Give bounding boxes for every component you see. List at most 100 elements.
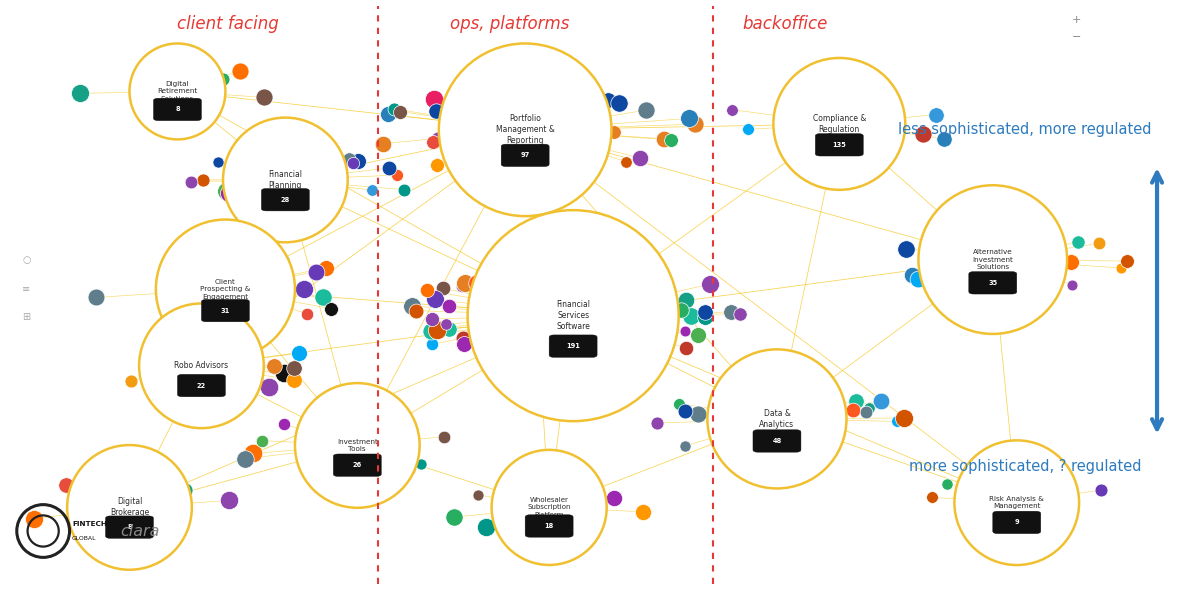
Point	[947, 281, 966, 291]
Point	[254, 261, 273, 270]
Point	[730, 309, 749, 319]
Point	[1068, 237, 1087, 247]
Point	[289, 349, 308, 358]
Text: 48: 48	[772, 438, 782, 444]
Text: 97: 97	[520, 152, 530, 158]
Point	[598, 96, 617, 105]
Point	[1062, 280, 1081, 289]
Point	[815, 97, 835, 106]
Point	[856, 407, 875, 416]
Text: Financial
Planning: Financial Planning	[269, 170, 302, 190]
Point	[246, 376, 265, 385]
Point	[24, 514, 43, 523]
Point	[218, 377, 237, 386]
Point	[121, 376, 140, 385]
Point	[897, 244, 916, 253]
Point	[1062, 257, 1081, 267]
Point	[637, 106, 656, 115]
Ellipse shape	[295, 383, 420, 508]
Point	[475, 327, 494, 337]
Text: Portfolio
Management &
Reporting: Portfolio Management & Reporting	[495, 114, 555, 145]
Point	[422, 314, 441, 323]
Point	[436, 319, 456, 329]
Point	[609, 98, 628, 107]
Point	[860, 403, 879, 412]
Point	[330, 461, 349, 471]
Point	[928, 281, 947, 291]
Text: 22: 22	[197, 382, 206, 389]
Point	[155, 522, 174, 532]
Point	[275, 368, 294, 378]
Point	[610, 273, 629, 283]
Text: 18: 18	[544, 523, 554, 529]
Point	[631, 153, 650, 162]
Point	[294, 284, 313, 293]
Point	[219, 188, 239, 198]
Ellipse shape	[468, 210, 679, 421]
Point	[476, 522, 495, 532]
Point	[675, 326, 694, 335]
Text: Investment
Tools: Investment Tools	[337, 439, 378, 452]
Point	[623, 344, 643, 353]
Text: GLOBAL: GLOBAL	[72, 536, 96, 540]
FancyBboxPatch shape	[333, 454, 381, 476]
Point	[71, 88, 90, 98]
Point	[435, 432, 454, 441]
Point	[739, 124, 758, 134]
Point	[421, 326, 440, 336]
Point	[870, 396, 890, 406]
Point	[163, 267, 182, 276]
Point	[789, 94, 808, 104]
Point	[345, 466, 364, 475]
Ellipse shape	[707, 349, 846, 489]
Point	[385, 104, 404, 114]
FancyBboxPatch shape	[106, 516, 153, 538]
Ellipse shape	[156, 219, 295, 359]
Ellipse shape	[129, 44, 225, 139]
Text: −: −	[1072, 32, 1081, 42]
Point	[748, 391, 767, 400]
Point	[194, 64, 213, 73]
Point	[809, 144, 829, 153]
Point	[349, 157, 368, 166]
FancyBboxPatch shape	[261, 188, 309, 211]
Point	[394, 185, 414, 194]
Point	[675, 407, 694, 416]
Point	[475, 94, 494, 104]
Point	[317, 263, 336, 272]
FancyBboxPatch shape	[753, 430, 801, 452]
Point	[253, 436, 272, 445]
Point	[210, 253, 229, 263]
Point	[486, 84, 505, 93]
Point	[564, 99, 583, 108]
Point	[969, 512, 988, 521]
Point	[560, 274, 579, 283]
Point	[273, 255, 293, 265]
Point	[213, 74, 233, 83]
Point	[843, 405, 862, 415]
Point	[296, 456, 315, 466]
Ellipse shape	[954, 440, 1079, 565]
Point	[86, 293, 106, 302]
Text: clara: clara	[120, 523, 159, 539]
Point	[469, 490, 488, 500]
Text: client facing: client facing	[177, 15, 278, 33]
Point	[670, 399, 689, 408]
Point	[380, 163, 399, 173]
Point	[934, 134, 953, 143]
Text: 35: 35	[988, 280, 998, 286]
Point	[655, 134, 674, 143]
Point	[700, 279, 719, 289]
FancyBboxPatch shape	[177, 374, 225, 396]
Point	[956, 281, 975, 290]
Point	[427, 326, 446, 335]
Point	[373, 139, 392, 149]
Point	[504, 333, 523, 343]
Point	[400, 464, 420, 473]
Point	[235, 454, 254, 464]
Text: less sophisticated, more regulated: less sophisticated, more regulated	[898, 122, 1152, 137]
Text: ○: ○	[22, 255, 31, 264]
Point	[676, 441, 695, 450]
Point	[423, 137, 442, 147]
Point	[616, 157, 635, 166]
